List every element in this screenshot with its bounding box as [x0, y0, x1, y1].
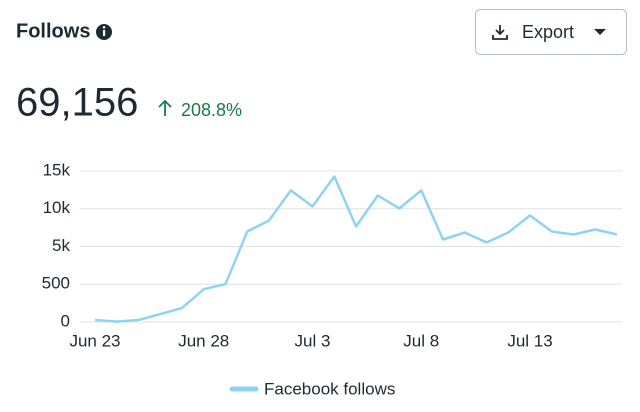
y-tick-label: 0: [61, 311, 70, 330]
x-tick-label: Jun 23: [69, 331, 120, 350]
legend-label: Facebook follows: [264, 379, 395, 398]
x-tick-label: Jul 8: [403, 331, 439, 350]
info-icon[interactable]: [96, 24, 112, 40]
total-value: 69,156: [16, 81, 138, 125]
x-tick-label: Jul 13: [507, 331, 552, 350]
legend: Facebook follows: [229, 379, 395, 398]
button-label: Export: [522, 22, 574, 42]
y-tick-label: 500: [42, 274, 70, 293]
y-tick-label: 15k: [43, 160, 71, 179]
y-tick-label: 5k: [52, 236, 70, 255]
change-value: 208.8%: [181, 100, 242, 120]
x-tick-label: Jul 3: [295, 331, 331, 350]
export-button[interactable]: Export: [475, 9, 627, 55]
data-line: [94, 175, 618, 323]
y-tick-label: 10k: [43, 198, 71, 217]
up-arrow: [158, 99, 172, 116]
x-tick-label: Jun 28: [178, 331, 229, 350]
chart-title: Follows: [16, 20, 90, 42]
